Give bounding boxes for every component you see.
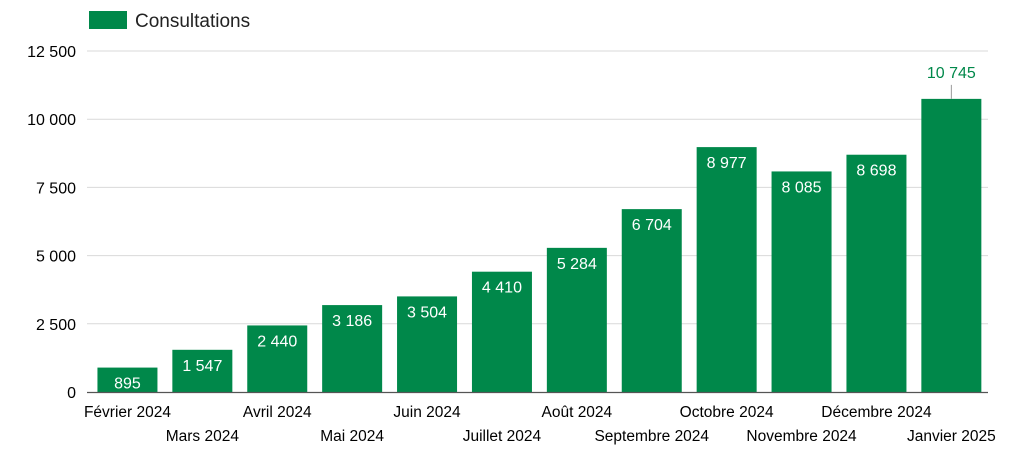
bar: [696, 147, 757, 392]
bar: [172, 349, 233, 392]
bars: [97, 98, 982, 392]
x-tick-label: Février 2024: [84, 404, 171, 421]
x-tick-label: Janvier 2025: [907, 428, 996, 445]
bar: [397, 296, 458, 392]
legend-label: Consultations: [135, 11, 250, 32]
x-tick-label: Décembre 2024: [821, 404, 932, 421]
bar: [97, 367, 158, 392]
y-tick-label: 2 500: [36, 317, 76, 334]
data-label: 10 745: [927, 65, 976, 82]
legend-swatch: [89, 11, 127, 29]
bar: [322, 305, 383, 392]
x-tick-label: Avril 2024: [243, 404, 312, 421]
x-tick-label: Septembre 2024: [594, 428, 709, 445]
data-label: 3 504: [407, 304, 447, 321]
data-label: 8 977: [707, 155, 747, 172]
data-label: 6 704: [632, 217, 672, 234]
bar: [247, 325, 308, 392]
x-tick-label: Novembre 2024: [746, 428, 857, 445]
x-tick-label: Octobre 2024: [680, 404, 774, 421]
bar: [771, 171, 832, 392]
data-label: 8 085: [782, 179, 822, 196]
data-label: 8 698: [856, 163, 896, 180]
y-tick-label: 12 500: [27, 44, 76, 61]
data-label: 4 410: [482, 280, 522, 297]
x-tick-label: Juin 2024: [393, 404, 461, 421]
data-label: 1 547: [182, 358, 222, 375]
y-tick-label: 5 000: [36, 249, 76, 266]
data-label: 895: [114, 376, 141, 393]
bar: [546, 247, 607, 392]
bar: [921, 98, 982, 392]
data-labels: 895 1 547 2 440 3 186 3 504 4 410 5 284 6 704 8 …: [114, 65, 976, 393]
y-tick-label: 7 500: [36, 180, 76, 197]
y-tick-label: 0: [67, 385, 76, 402]
x-tick-label: Août 2024: [542, 404, 613, 421]
legend: Consultations: [89, 11, 250, 32]
data-label: 2 440: [257, 333, 297, 350]
x-tick-label: Mai 2024: [320, 428, 384, 445]
bar: [846, 154, 907, 392]
bar: [471, 271, 532, 392]
x-tick-label: Mars 2024: [166, 428, 240, 445]
data-label: 5 284: [557, 256, 597, 273]
grid: [87, 50, 988, 325]
data-label: 3 186: [332, 313, 372, 330]
x-tick-label: Juillet 2024: [463, 428, 542, 445]
y-tick-label: 10 000: [27, 112, 76, 129]
bar: [621, 209, 682, 392]
y-axis: 0 2 500 5 000 7 500 10 000 12 500: [27, 44, 76, 402]
